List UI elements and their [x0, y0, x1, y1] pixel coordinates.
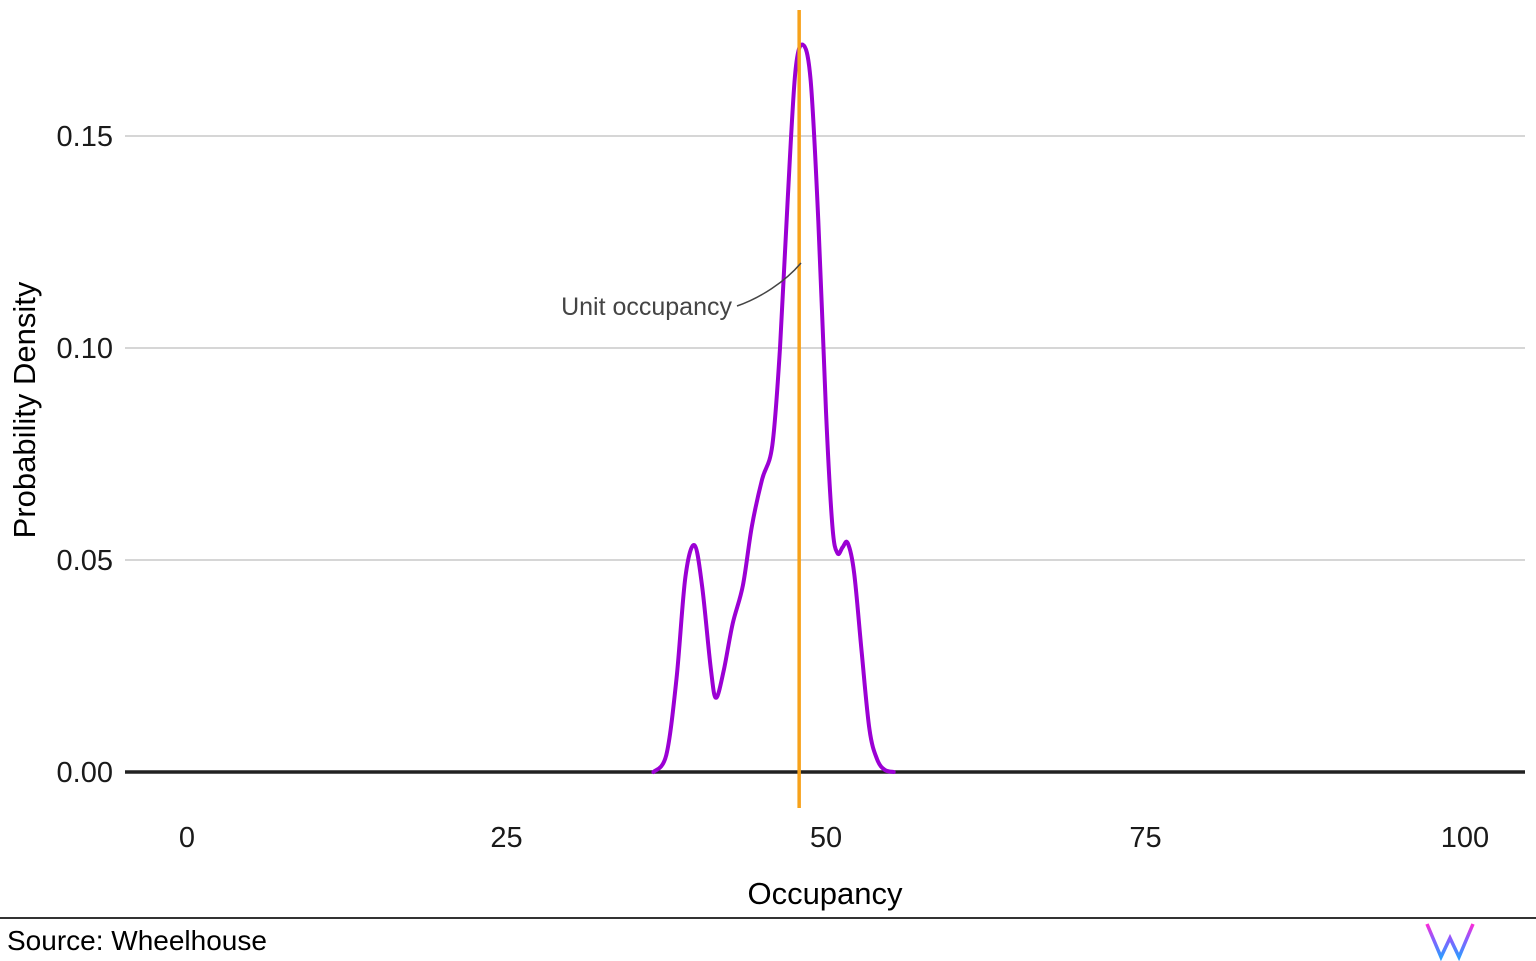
y-tick-label: 0.10: [57, 333, 113, 365]
footer-divider: [0, 917, 1536, 919]
y-tick-label: 0.00: [57, 757, 113, 789]
source-caption: Source: Wheelhouse: [7, 925, 267, 956]
x-tick-label: 75: [1129, 822, 1161, 854]
x-tick-label: 100: [1441, 822, 1489, 854]
x-tick-label: 0: [179, 822, 195, 854]
density-chart: 0.00 0.05 0.10 0.15 0 25 50 75 100 Unit occupan…: [7, 10, 1525, 911]
x-axis-title: Occupancy: [747, 876, 903, 911]
x-axis-ticks: 0 25 50 75 100: [179, 822, 1489, 854]
density-curve: [651, 42, 896, 774]
y-axis-title: Probability Density: [7, 281, 42, 538]
y-tick-label: 0.05: [57, 545, 113, 577]
annotation-label: Unit occupancy: [561, 293, 732, 321]
x-tick-label: 25: [490, 822, 522, 854]
y-tick-label: 0.15: [57, 121, 113, 153]
annotation-leader-line: [736, 262, 802, 307]
x-tick-label: 50: [810, 822, 842, 854]
wheelhouse-logo-icon: [1425, 922, 1475, 961]
y-axis-ticks: 0.00 0.05 0.10 0.15: [57, 121, 113, 789]
